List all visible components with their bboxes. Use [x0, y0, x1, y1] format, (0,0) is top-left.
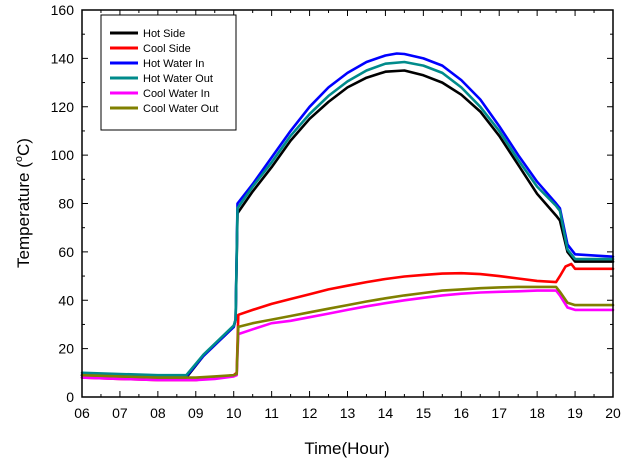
series-line-cool-side: [80, 262, 615, 382]
y-tick-label: 140: [51, 50, 75, 66]
x-tick-label: 19: [567, 405, 583, 421]
y-tick-label: 40: [58, 292, 74, 308]
legend-label-cool-side: Cool Side: [143, 43, 191, 55]
x-tick-labels: 06 07 08 09 10 11 12 13 14 15 16 17 18 19 20: [74, 405, 621, 421]
x-tick-label: 12: [302, 405, 318, 421]
y-tick-label: 100: [51, 147, 75, 163]
y-tick-label: 80: [58, 196, 74, 212]
x-tick-label: 14: [378, 405, 394, 421]
y-axis-title-unit: C): [14, 138, 33, 156]
legend-label-cool-water-in: Cool Water In: [143, 88, 210, 100]
x-tick-label: 06: [74, 405, 90, 421]
y-tick-label: 160: [51, 2, 75, 18]
legend-label-hot-water-out: Hot Water Out: [143, 73, 213, 85]
x-tick-label: 08: [150, 405, 166, 421]
legend-box: [100, 14, 237, 131]
y-tick-labels: 0 20 40 60 80 100 120 140 160: [51, 2, 75, 405]
x-tick-label: 15: [416, 405, 432, 421]
series-line-cool-water-out: [80, 285, 615, 379]
series-line-hot-water-out: [80, 60, 615, 377]
x-tick-label: 09: [188, 405, 204, 421]
series-line-cool-water-in: [80, 289, 615, 382]
x-tick-label: 10: [226, 405, 242, 421]
x-tick-label: 17: [491, 405, 507, 421]
legend-label-cool-water-out: Cool Water Out: [143, 103, 218, 115]
x-tick-label: 11: [264, 405, 279, 421]
x-tick-label: 13: [340, 405, 356, 421]
y-tick-label: 120: [51, 99, 75, 115]
y-tick-label: 0: [66, 389, 74, 405]
x-tick-label: 18: [529, 405, 545, 421]
legend-entries: Hot Side Cool Side Hot Water In Hot Water O…: [110, 28, 218, 115]
y-axis-title: Temperature (oC): [13, 138, 33, 268]
legend-label-hot-side: Hot Side: [143, 28, 185, 40]
y-tick-label: 20: [58, 341, 74, 357]
x-axis-title: Time(Hour): [304, 439, 389, 458]
y-axis-title-degree: o: [13, 156, 25, 162]
x-tick-label: 20: [605, 405, 621, 421]
series-lines: [80, 52, 615, 382]
legend-label-hot-water-in: Hot Water In: [143, 58, 204, 70]
legend: Hot Side Cool Side Hot Water In Hot Water O…: [100, 14, 237, 131]
plot-frame: [81, 9, 614, 398]
y-tick-label: 60: [58, 244, 74, 260]
x-tick-label: 07: [112, 405, 128, 421]
x-tick-label: 16: [453, 405, 469, 421]
y-axis-title-base: Temperature (: [14, 162, 33, 268]
